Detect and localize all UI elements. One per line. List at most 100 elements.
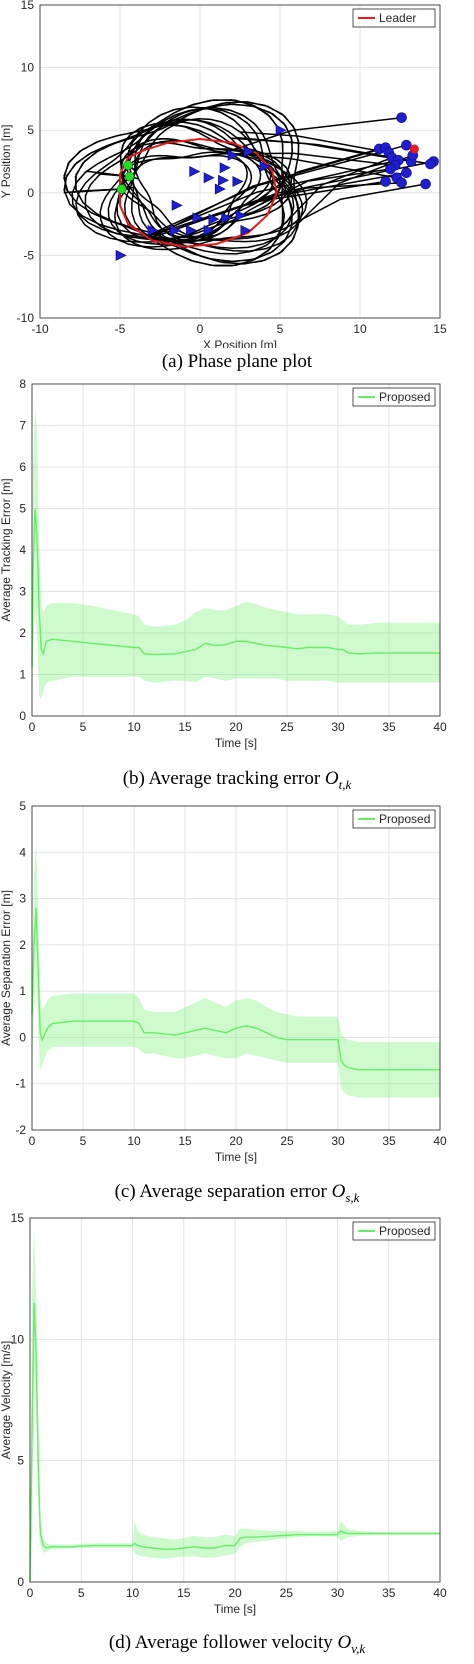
y-tick-label: -2 (15, 1123, 26, 1137)
legend-box (352, 8, 436, 28)
y-tick-label: 5 (27, 123, 34, 137)
triangle-marker (219, 162, 231, 174)
follower-trajectory (74, 100, 407, 265)
y-tick-label: 10 (21, 61, 35, 75)
triangle-marker (221, 212, 233, 224)
legend-entry: Leader (379, 11, 416, 25)
y-tick-label: 0 (17, 1575, 24, 1589)
end-point-marker (425, 158, 436, 170)
follower-trajectory (116, 122, 407, 242)
triangle-marker (240, 224, 252, 236)
follower-trajectory (99, 118, 412, 248)
triangle-marker (147, 224, 159, 236)
x-tick-label: 30 (331, 720, 345, 734)
y-tick-label: 1 (19, 984, 26, 998)
legend-entry: Proposed (379, 390, 430, 404)
y-tick-label: 2 (19, 626, 26, 640)
end-point-marker (401, 139, 412, 151)
x-tick-label: 5 (80, 720, 87, 734)
x-tick-label: 20 (228, 1586, 242, 1600)
triangle-marker (186, 224, 198, 236)
caption-a: (a) Phase plane plot (161, 351, 313, 372)
y-tick-label: 8 (19, 378, 26, 391)
end-point-marker (380, 176, 391, 187)
y-tick-label: -5 (23, 248, 34, 262)
x-tick-label: 10 (127, 720, 141, 734)
caption-c: (c) Average separation error Os,k (114, 1181, 360, 1205)
x-tick-label: 25 (280, 720, 294, 734)
triangle-marker (115, 249, 127, 261)
y-axis-label: Y Position [m] (0, 125, 13, 199)
x-axis-label: Time [s] (214, 1602, 256, 1616)
confidence-band (32, 404, 440, 704)
x-axis-label: X Position [m] (203, 338, 277, 348)
triangle-marker (232, 176, 244, 188)
phase-plane-chart: -10 -5 0 5 10 15 -10 -5 0 5 10 15 X Position [m] Y Po… (0, 0, 447, 348)
end-point-marker (420, 178, 431, 190)
y-tick-label: 5 (19, 799, 26, 813)
y-tick-label: 10 (11, 1332, 25, 1346)
triangle-marker (189, 166, 201, 178)
y-tick-label: 0 (19, 709, 26, 723)
x-axis-label: Time [s] (215, 1150, 257, 1164)
y-tick-label: 6 (19, 460, 26, 474)
triangle-marker (218, 174, 230, 186)
y-tick-label: 3 (19, 892, 26, 906)
x-axis-label: Time [s] (215, 736, 257, 750)
x-tick-label: 10 (126, 1586, 140, 1600)
legend-box (352, 387, 436, 407)
x-tick-label: 20 (229, 1134, 243, 1148)
x-tick-label: 0 (29, 720, 36, 734)
follower-trajectory (63, 99, 386, 263)
triangle-marker (170, 224, 182, 236)
end-point-marker (401, 167, 412, 179)
velocity-chart: 0 5 10 15 20 25 30 35 40 0 5 10 15 Time [s] Average Ve… (0, 1212, 447, 1616)
follower-trajectory (121, 121, 386, 240)
end-point-marker (396, 112, 407, 123)
x-tick-label: 15 (433, 322, 447, 336)
y-axis-label: Average Velocity [m/s] (0, 1341, 13, 1460)
leader-trajectory (119, 137, 278, 248)
x-tick-label: 0 (197, 322, 204, 336)
x-tick-label: 15 (177, 1586, 191, 1600)
triangle-marker (171, 199, 183, 211)
legend-box (352, 1221, 436, 1241)
follower-trajectory (75, 106, 426, 249)
x-tick-label: 40 (433, 1134, 447, 1148)
y-axis-label: Average Tracking Error [m] (0, 478, 13, 621)
leader-end-marker (409, 144, 419, 154)
tracking-error-chart: 0 5 10 15 20 25 30 35 40 0 1 2 3 4 5 6 7 8 Time [s] Average… (0, 378, 447, 750)
x-tick-label: 20 (229, 720, 243, 734)
triangle-marker (227, 149, 239, 161)
confidence-band (32, 843, 440, 1098)
mean-line (31, 508, 440, 667)
y-tick-label: 3 (19, 585, 26, 599)
x-tick-label: 15 (178, 720, 192, 734)
follower-trajectory (121, 124, 434, 243)
end-point-marker (396, 177, 407, 189)
x-tick-label: 30 (331, 1134, 345, 1148)
triangle-marker (214, 183, 226, 195)
x-tick-label: 25 (280, 1134, 294, 1148)
x-tick-label: -5 (115, 322, 126, 336)
y-tick-label: -1 (15, 1077, 26, 1091)
start-point-marker (123, 160, 133, 171)
x-tick-label: 30 (331, 1586, 345, 1600)
triangle-marker (203, 224, 215, 236)
legend-entry: Proposed (379, 812, 430, 826)
mean-line (29, 1302, 440, 1583)
y-tick-label: 1 (19, 668, 26, 682)
axes-frame (39, 4, 441, 319)
x-tick-label: 0 (29, 1134, 36, 1148)
mean-line (31, 907, 440, 1071)
caption-b: (b) Average tracking error Ot,k (122, 768, 352, 792)
x-tick-label: 5 (80, 1134, 87, 1148)
start-point-marker (124, 171, 135, 182)
y-tick-label: -10 (17, 311, 35, 325)
x-tick-label: 10 (127, 1134, 141, 1148)
x-tick-label: 5 (78, 1586, 85, 1600)
y-tick-label: 2 (19, 938, 26, 952)
triangle-marker (243, 145, 255, 157)
axes-frame (31, 383, 441, 717)
